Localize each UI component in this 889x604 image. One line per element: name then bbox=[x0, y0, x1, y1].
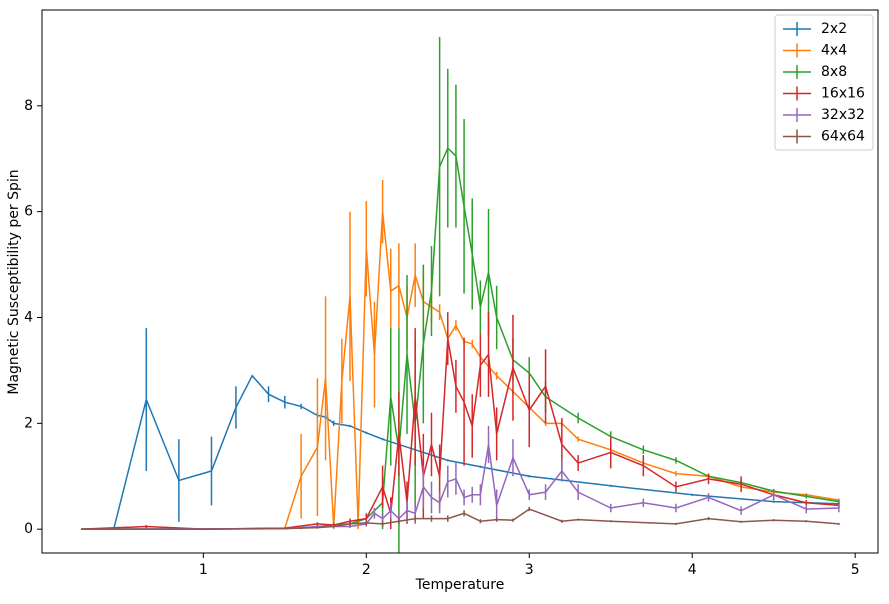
y-tick-label: 0 bbox=[24, 521, 33, 537]
plot-frame bbox=[41, 9, 879, 554]
series-line bbox=[81, 508, 839, 530]
legend-box bbox=[774, 14, 874, 151]
y-axis-label: Magnetic Susceptibility per Spin bbox=[6, 169, 22, 394]
legend-label: 4x4 bbox=[821, 43, 847, 59]
y-tick-label: 2 bbox=[24, 415, 33, 431]
legend-label: 16x16 bbox=[821, 86, 865, 102]
x-tick-label: 1 bbox=[199, 562, 208, 578]
series-line bbox=[81, 374, 839, 530]
x-axis-label: Temperature bbox=[415, 577, 505, 593]
legend-label: 32x32 bbox=[821, 107, 865, 123]
plot-area bbox=[81, 36, 840, 553]
legend-label: 8x8 bbox=[821, 64, 847, 80]
series-line bbox=[81, 211, 840, 530]
legend-label: 64x64 bbox=[821, 129, 865, 145]
x-tick-label: 5 bbox=[851, 562, 860, 578]
x-tick-label: 3 bbox=[525, 562, 534, 578]
y-tick-label: 4 bbox=[24, 309, 33, 325]
y-tick-label: 8 bbox=[24, 98, 33, 114]
x-tick-label: 4 bbox=[688, 562, 697, 578]
series-line bbox=[81, 338, 839, 530]
x-tick-label: 2 bbox=[362, 562, 371, 578]
legend-label: 2x2 bbox=[821, 21, 847, 37]
y-tick-label: 6 bbox=[24, 204, 33, 220]
